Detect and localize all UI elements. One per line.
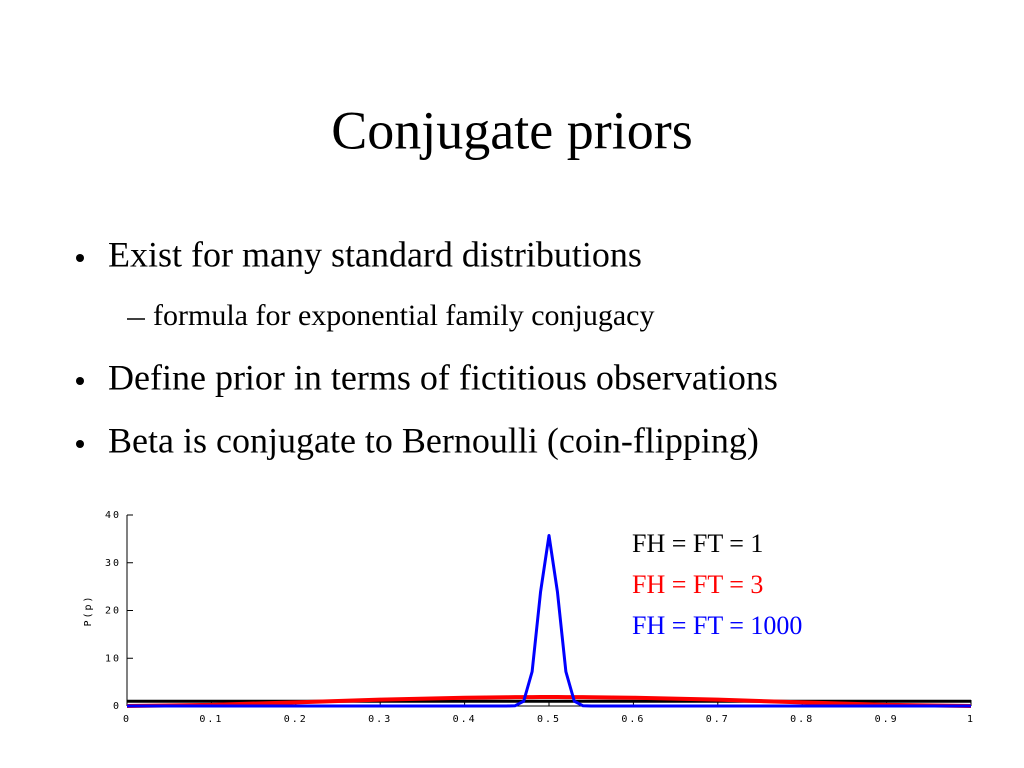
series-line (126, 695, 972, 708)
x-tick-label: 0.4 (453, 714, 477, 725)
y-tick-label: 10 (105, 653, 121, 664)
x-tick-label: 0.7 (706, 714, 730, 725)
x-tick-label: 0.9 (875, 714, 899, 725)
bullet (76, 254, 84, 262)
x-tick-label: 0 (123, 714, 131, 725)
y-tick-label: 30 (105, 558, 121, 569)
y-axis-label: P(p) (83, 594, 94, 626)
slide-title: Conjugate priors (331, 100, 692, 160)
legend-entry: FH = FT = 3 (632, 570, 763, 599)
bullet-text: Exist for many standard distributions (108, 234, 642, 274)
chart: 0 10 20 30 40 0 0.1 0.2 0.3 0.4 0.5 0.6 0.7 0.8 0.9 1 P(… (83, 510, 975, 725)
legend-entry: FH = FT = 1000 (632, 611, 802, 640)
series-line (127, 534, 971, 708)
bullet-text: Define prior in terms of fictitious obse… (108, 357, 778, 397)
bullet-text: Beta is conjugate to Bernoulli (coin-fli… (108, 420, 759, 460)
x-tick-label: 0.1 (199, 714, 223, 725)
y-tick-label: 40 (105, 510, 121, 521)
legend-entry: FH = FT = 1 (632, 529, 763, 558)
x-tick-label: 0.3 (368, 714, 392, 725)
sub-bullet-text: formula for exponential family conjugacy (153, 299, 655, 332)
x-tick-label: 0.6 (621, 714, 645, 725)
bullet (76, 377, 84, 385)
x-tick-label: 0.2 (284, 714, 308, 725)
x-tick-label: 0.5 (537, 714, 561, 725)
y-tick-label: 20 (105, 606, 121, 617)
x-tick-label: 1 (967, 714, 975, 725)
y-tick-label: 0 (113, 701, 121, 712)
x-tick-label: 0.8 (790, 714, 814, 725)
bullet (76, 440, 84, 448)
